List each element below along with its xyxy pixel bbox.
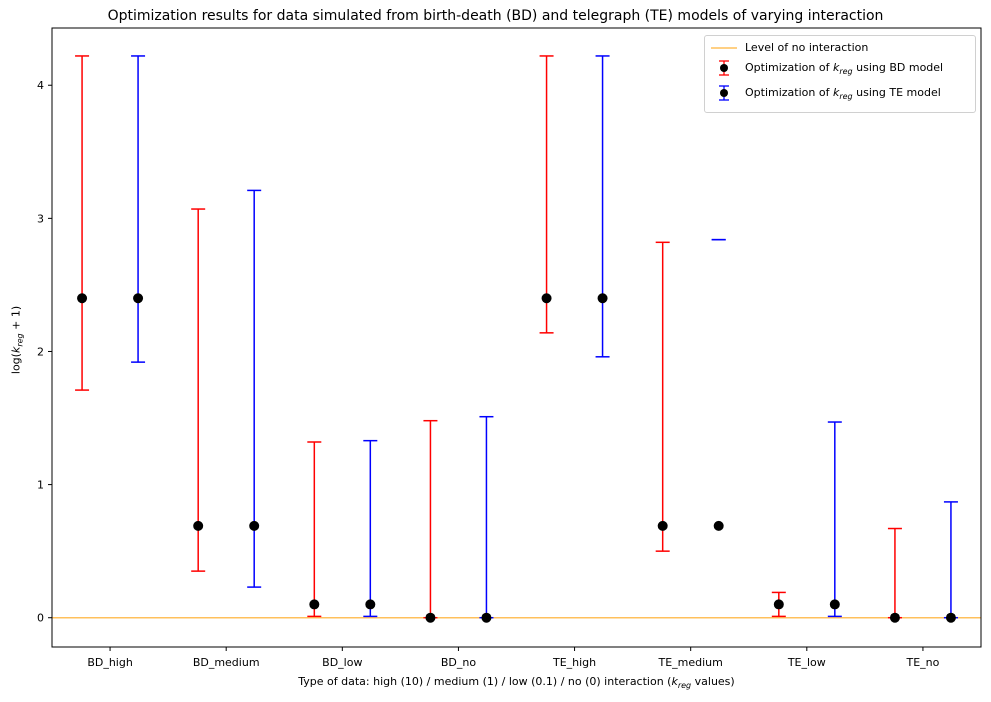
point-te-te_medium <box>713 520 724 531</box>
plot-frame <box>51 27 982 648</box>
x-tick-label-te_no: TE_no <box>906 656 940 669</box>
point-bd-bd_high <box>77 293 88 304</box>
legend-item-te-model: Optimization of kreg using TE model <box>705 83 975 103</box>
x-tick-label-bd_no: BD_no <box>441 656 476 669</box>
y-tick-label-1: 1 <box>37 479 44 492</box>
x-tick-label-te_medium: TE_medium <box>657 656 722 669</box>
point-bd-bd_no <box>425 612 436 623</box>
point-bd-bd_low <box>309 599 320 610</box>
x-tick-label-bd_low: BD_low <box>322 656 362 669</box>
legend-item-no-interaction: Level of no interaction <box>705 38 975 58</box>
point-bd-te_low <box>773 599 784 610</box>
point-bd-te_medium <box>657 520 668 531</box>
chart-title: Optimization results for data simulated … <box>107 8 884 24</box>
y-tick-label-2: 2 <box>37 345 44 358</box>
point-te-bd_high <box>133 293 144 304</box>
x-tick-label-bd_medium: BD_medium <box>193 656 260 669</box>
x-tick-label-te_high: TE_high <box>552 656 596 669</box>
legend-label-bd-model: Optimization of kreg using BD model <box>745 61 944 77</box>
point-te-te_high <box>597 293 608 304</box>
legend-item-bd-model: Optimization of kreg using BD model <box>705 58 975 78</box>
point-bd-te_high <box>541 293 552 304</box>
y-tick-label-3: 3 <box>37 212 44 225</box>
legend-errorbar-blue-icon <box>719 85 729 101</box>
legend-errorbar-red-icon <box>719 60 729 76</box>
y-tick-label-4: 4 <box>37 79 44 92</box>
x-axis-label: Type of data: high (10) / medium (1) / l… <box>298 675 735 691</box>
point-bd-te_no <box>889 612 900 623</box>
legend-line-icon <box>711 47 737 49</box>
point-bd-bd_medium <box>193 520 204 531</box>
point-te-bd_low <box>365 599 376 610</box>
x-tick-label-te_low: TE_low <box>787 656 826 669</box>
x-tick-label-bd_high: BD_high <box>87 656 133 669</box>
point-te-bd_no <box>481 612 492 623</box>
y-tick-label-0: 0 <box>37 612 44 625</box>
legend-label-te-model: Optimization of kreg using TE model <box>745 86 941 102</box>
legend: Level of no interaction Optimization of … <box>704 35 976 113</box>
point-te-bd_medium <box>249 520 260 531</box>
y-axis-label: log(kreg + 1) <box>9 305 25 375</box>
point-te-te_low <box>829 599 840 610</box>
legend-label-no-interaction: Level of no interaction <box>745 41 869 54</box>
point-te-te_no <box>945 612 956 623</box>
